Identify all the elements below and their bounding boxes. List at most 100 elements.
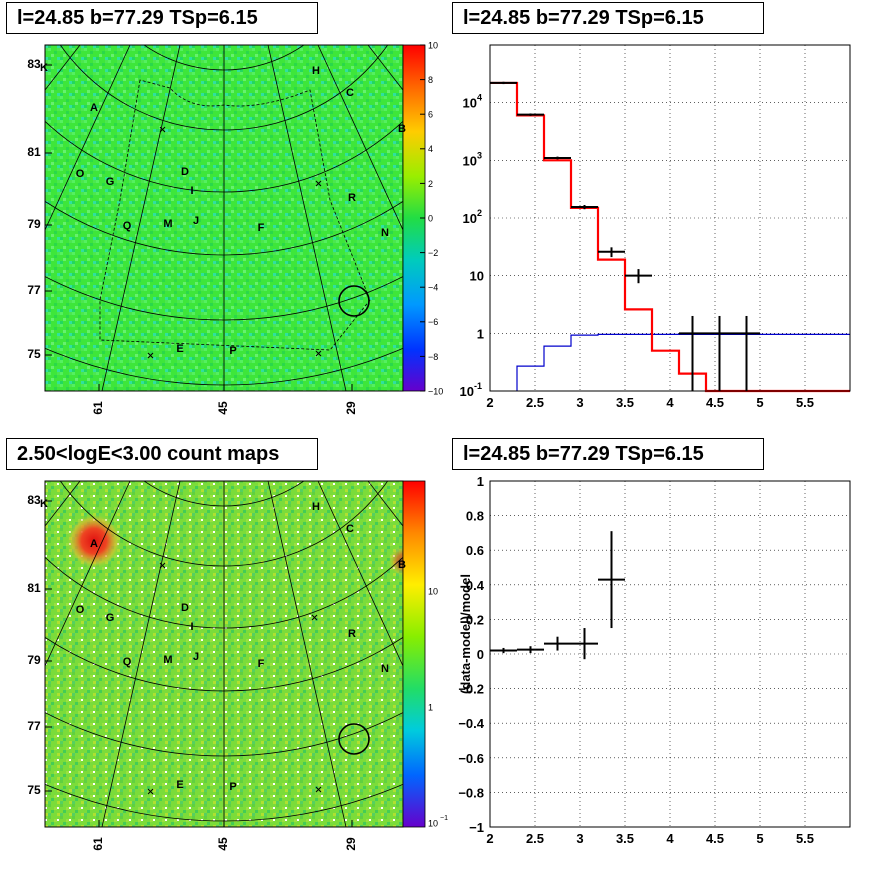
residual-x-tick-3.5: 3.5 bbox=[616, 831, 634, 846]
residual-data-point-2 bbox=[517, 646, 544, 654]
spectrum-data-point-7 bbox=[679, 315, 706, 391]
residual-data-point-1 bbox=[490, 647, 517, 654]
source-label-F-count: F bbox=[258, 658, 265, 670]
source-label-N-count: N bbox=[381, 663, 389, 675]
source-label-Q-residual: Q bbox=[123, 220, 132, 232]
map-y-tick-77-count: 77 bbox=[27, 719, 41, 733]
source-label-M-residual: M bbox=[163, 218, 172, 230]
svg-text:45: 45 bbox=[216, 837, 230, 851]
residual-x-tick-5.5: 5.5 bbox=[796, 831, 814, 846]
map-y-tick-75-count: 75 bbox=[27, 783, 41, 797]
source-label-O-count: O bbox=[76, 604, 85, 616]
source-label-J-residual: J bbox=[193, 215, 199, 227]
residual-scale-label: 10 bbox=[428, 40, 438, 50]
source-label-P-count: P bbox=[229, 781, 236, 793]
source-label-C-residual: C bbox=[346, 87, 354, 99]
map-y-tick-81: 81 bbox=[27, 145, 41, 159]
residual-y-tick-0.8: 0.8 bbox=[466, 509, 484, 524]
spectrum-x-tick-3: 3 bbox=[576, 395, 583, 410]
spectrum-data-point-2 bbox=[517, 113, 544, 116]
map-y-tick-75: 75 bbox=[27, 347, 41, 361]
spectrum-x-tick-2: 2 bbox=[486, 395, 493, 410]
count-scale-label-1: 1 bbox=[428, 702, 433, 712]
map-x-tick-61-count: 61 bbox=[91, 837, 105, 851]
source-label-G-count: G bbox=[106, 612, 115, 624]
source-label-A-count: A bbox=[90, 538, 98, 550]
residual-x-tick-4.5: 4.5 bbox=[706, 831, 724, 846]
residual-plot-title: l=24.85 b=77.29 TSp=6.15 bbox=[452, 438, 764, 470]
spectrum-y-tick-10: 10 bbox=[470, 269, 484, 284]
residual-y-tick-−1: −1 bbox=[469, 820, 484, 835]
source-label-D-residual: D bbox=[181, 166, 189, 178]
source-label-A-residual: A bbox=[90, 102, 98, 114]
residual-scale-label: 2 bbox=[428, 179, 433, 189]
spectrum-data-point-1 bbox=[490, 81, 517, 85]
spectrum-data-point-5 bbox=[598, 247, 625, 258]
source-label-R-residual: R bbox=[348, 192, 356, 204]
count-scale-label-0.1: 10 bbox=[428, 818, 438, 828]
residual-data-point-4 bbox=[571, 628, 598, 660]
map-y-tick-81-count: 81 bbox=[27, 581, 41, 595]
residual-y-axis-label: (data-model)/model bbox=[458, 574, 473, 694]
map-x-tick-61: 61 bbox=[91, 401, 105, 415]
source-label-K-residual: K bbox=[40, 62, 48, 74]
source-label-B-residual: B bbox=[398, 123, 406, 135]
spectrum-data-point-4 bbox=[571, 205, 598, 210]
residual-y-tick-−0.4: −0.4 bbox=[458, 716, 484, 731]
spectrum-frame bbox=[489, 44, 851, 392]
residual-scale-label: 4 bbox=[428, 144, 433, 154]
residual-y-tick-1: 1 bbox=[477, 474, 484, 489]
svg-text:(data-model)/model: (data-model)/model bbox=[458, 574, 473, 694]
source-label-E-residual: E bbox=[176, 343, 183, 355]
residual-scale-label: −10 bbox=[428, 386, 443, 396]
residual-scale-label: 8 bbox=[428, 75, 433, 85]
count-scale-label-10: 10 bbox=[428, 586, 438, 596]
source-label-H-residual: H bbox=[312, 65, 320, 77]
residual-scale-label: −2 bbox=[428, 248, 438, 258]
source-label-K-count: K bbox=[40, 498, 48, 510]
spectrum-data-point-8 bbox=[706, 315, 733, 391]
map-y-tick-83-count: 83 bbox=[27, 493, 41, 507]
residual-x-tick-4: 4 bbox=[666, 831, 674, 846]
residual-scale-label: 6 bbox=[428, 110, 433, 120]
spectrum-x-tick-4: 4 bbox=[666, 395, 674, 410]
svg-text:29: 29 bbox=[344, 401, 358, 415]
spectrum-data-point-9 bbox=[733, 315, 760, 391]
residual-y-tick-0.4: 0.4 bbox=[466, 578, 485, 593]
count-map-title: 2.50<logE<3.00 count maps bbox=[6, 438, 318, 470]
source-label-J-count: J bbox=[193, 651, 199, 663]
svg-text:45: 45 bbox=[216, 401, 230, 415]
map-y-tick-79: 79 bbox=[27, 217, 41, 231]
source-label-O-residual: O bbox=[76, 168, 85, 180]
residual-scale-label: −6 bbox=[428, 317, 438, 327]
map-y-tick-79-count: 79 bbox=[27, 653, 41, 667]
source-label-Q-count: Q bbox=[123, 656, 132, 668]
spectrum-x-tick-4.5: 4.5 bbox=[706, 395, 724, 410]
count-scale-exponent: −1 bbox=[440, 815, 448, 822]
source-label-H-count: H bbox=[312, 501, 320, 513]
svg-text:61: 61 bbox=[91, 837, 105, 851]
source-label-M-count: M bbox=[163, 654, 172, 666]
source-label-I-residual: I bbox=[190, 185, 193, 197]
source-label-N-residual: N bbox=[381, 227, 389, 239]
spectrum-x-tick-2.5: 2.5 bbox=[526, 395, 544, 410]
source-label-B-count: B bbox=[398, 559, 406, 571]
svg-text:61: 61 bbox=[91, 401, 105, 415]
source-label-P-residual: P bbox=[229, 345, 236, 357]
spectrum-data-point-3 bbox=[544, 156, 571, 160]
residual-scale-label: −8 bbox=[428, 352, 438, 362]
source-label-E-count: E bbox=[176, 779, 183, 791]
residual-y-tick-−0.8: −0.8 bbox=[458, 785, 484, 800]
source-label-I-count: I bbox=[190, 621, 193, 633]
residual-scale-label: −4 bbox=[428, 283, 438, 293]
residual-data-point-5 bbox=[598, 531, 625, 629]
map-x-tick-29: 29 bbox=[344, 401, 358, 415]
spectrum-data-point-6 bbox=[625, 269, 652, 284]
residual-y-tick-0.6: 0.6 bbox=[466, 543, 484, 558]
spectrum-title: l=24.85 b=77.29 TSp=6.15 bbox=[452, 2, 764, 34]
residual-map-title: l=24.85 b=77.29 TSp=6.15 bbox=[6, 2, 318, 34]
residual-data-point-3 bbox=[544, 636, 571, 651]
residual-x-tick-2: 2 bbox=[486, 831, 493, 846]
